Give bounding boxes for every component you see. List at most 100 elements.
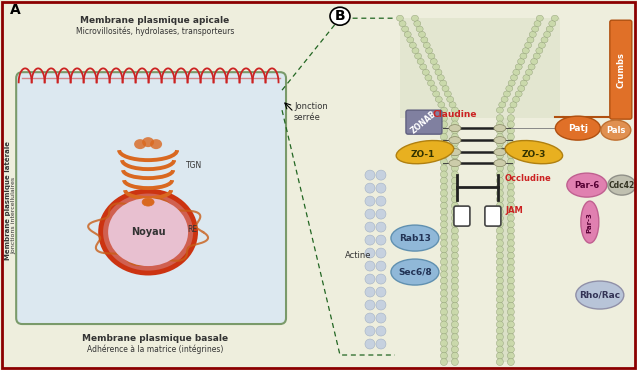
Ellipse shape bbox=[452, 196, 459, 203]
Bar bbox=[444, 118, 455, 362]
Ellipse shape bbox=[440, 283, 447, 290]
Ellipse shape bbox=[440, 277, 447, 284]
Ellipse shape bbox=[452, 321, 459, 328]
Ellipse shape bbox=[452, 302, 459, 309]
Text: Cdc42: Cdc42 bbox=[609, 181, 635, 189]
Ellipse shape bbox=[440, 246, 447, 253]
Ellipse shape bbox=[496, 115, 503, 122]
Ellipse shape bbox=[508, 252, 515, 259]
Ellipse shape bbox=[496, 315, 503, 322]
Ellipse shape bbox=[496, 171, 503, 178]
Ellipse shape bbox=[452, 121, 459, 128]
Ellipse shape bbox=[513, 96, 520, 102]
Ellipse shape bbox=[440, 296, 447, 303]
Ellipse shape bbox=[376, 235, 386, 245]
Ellipse shape bbox=[452, 127, 459, 134]
Ellipse shape bbox=[440, 321, 447, 328]
Text: B: B bbox=[334, 9, 345, 23]
Ellipse shape bbox=[501, 96, 508, 102]
Ellipse shape bbox=[452, 139, 459, 147]
Ellipse shape bbox=[496, 127, 503, 134]
Ellipse shape bbox=[440, 221, 447, 228]
Ellipse shape bbox=[548, 21, 555, 27]
Ellipse shape bbox=[508, 265, 515, 272]
Ellipse shape bbox=[541, 37, 548, 43]
Ellipse shape bbox=[496, 215, 503, 222]
Ellipse shape bbox=[376, 209, 386, 219]
Ellipse shape bbox=[452, 165, 459, 172]
Ellipse shape bbox=[452, 115, 459, 122]
Ellipse shape bbox=[365, 274, 375, 284]
Ellipse shape bbox=[410, 42, 417, 48]
Ellipse shape bbox=[555, 116, 600, 140]
Text: TGN: TGN bbox=[186, 161, 203, 170]
Ellipse shape bbox=[391, 259, 439, 285]
Text: Rab13: Rab13 bbox=[399, 233, 431, 243]
Ellipse shape bbox=[452, 202, 459, 209]
Ellipse shape bbox=[546, 26, 553, 32]
Text: Pals: Pals bbox=[606, 126, 626, 135]
Ellipse shape bbox=[518, 85, 525, 91]
Ellipse shape bbox=[496, 190, 503, 197]
Text: Rho/Rac: Rho/Rac bbox=[579, 290, 620, 300]
Ellipse shape bbox=[496, 240, 503, 247]
Ellipse shape bbox=[365, 170, 375, 180]
Ellipse shape bbox=[452, 309, 459, 316]
Ellipse shape bbox=[376, 248, 386, 258]
Ellipse shape bbox=[508, 290, 515, 297]
Ellipse shape bbox=[508, 115, 515, 122]
Ellipse shape bbox=[526, 69, 533, 75]
Ellipse shape bbox=[452, 271, 459, 278]
Ellipse shape bbox=[407, 37, 414, 43]
Ellipse shape bbox=[452, 158, 459, 165]
Ellipse shape bbox=[423, 42, 430, 48]
Ellipse shape bbox=[534, 21, 541, 27]
Text: RE: RE bbox=[187, 225, 197, 234]
Ellipse shape bbox=[440, 127, 447, 134]
Ellipse shape bbox=[508, 315, 515, 322]
Ellipse shape bbox=[365, 235, 375, 245]
Ellipse shape bbox=[449, 159, 461, 166]
Bar bbox=[500, 118, 511, 362]
Ellipse shape bbox=[496, 107, 503, 113]
Ellipse shape bbox=[533, 53, 540, 59]
Ellipse shape bbox=[452, 359, 459, 366]
FancyBboxPatch shape bbox=[610, 20, 632, 119]
Ellipse shape bbox=[508, 296, 515, 303]
Ellipse shape bbox=[523, 75, 530, 81]
Ellipse shape bbox=[496, 139, 503, 147]
Ellipse shape bbox=[142, 137, 154, 147]
Ellipse shape bbox=[452, 246, 459, 253]
Ellipse shape bbox=[496, 202, 503, 209]
Ellipse shape bbox=[508, 121, 515, 128]
Ellipse shape bbox=[601, 120, 631, 140]
Ellipse shape bbox=[494, 149, 506, 156]
Ellipse shape bbox=[376, 196, 386, 206]
Ellipse shape bbox=[440, 184, 447, 191]
Ellipse shape bbox=[452, 346, 459, 353]
Ellipse shape bbox=[496, 309, 503, 316]
Ellipse shape bbox=[496, 177, 503, 184]
Ellipse shape bbox=[508, 107, 515, 113]
Ellipse shape bbox=[508, 259, 515, 265]
Ellipse shape bbox=[508, 352, 515, 359]
Ellipse shape bbox=[508, 127, 515, 134]
Ellipse shape bbox=[496, 321, 503, 328]
Ellipse shape bbox=[508, 221, 515, 228]
Ellipse shape bbox=[440, 121, 447, 128]
Ellipse shape bbox=[134, 139, 146, 149]
Ellipse shape bbox=[376, 287, 386, 297]
Ellipse shape bbox=[508, 171, 515, 178]
Ellipse shape bbox=[508, 139, 515, 147]
Ellipse shape bbox=[440, 134, 447, 140]
Ellipse shape bbox=[440, 302, 447, 309]
Text: Sec6/8: Sec6/8 bbox=[398, 268, 432, 276]
Ellipse shape bbox=[442, 85, 449, 91]
Ellipse shape bbox=[494, 137, 506, 144]
Text: Jonctions intercellulaires: Jonctions intercellulaires bbox=[11, 176, 17, 254]
Ellipse shape bbox=[452, 265, 459, 272]
Ellipse shape bbox=[496, 359, 503, 366]
Ellipse shape bbox=[399, 21, 406, 27]
Ellipse shape bbox=[440, 139, 447, 147]
Ellipse shape bbox=[496, 165, 503, 172]
